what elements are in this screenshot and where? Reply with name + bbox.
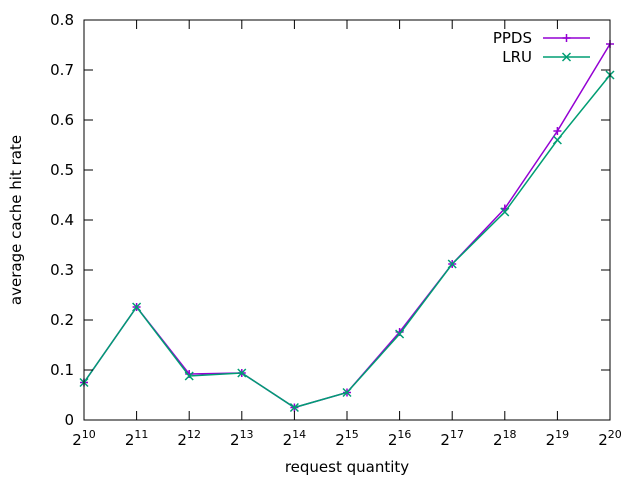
data-point-lru — [552, 135, 562, 145]
x-tick-label: 211 — [125, 428, 149, 449]
x-tick-exponent: 17 — [450, 428, 464, 441]
x-tick-label: 218 — [493, 428, 517, 449]
y-tick-label: 0.1 — [50, 361, 74, 379]
x-tick-label: 212 — [177, 428, 201, 449]
data-point-ppds — [553, 127, 562, 135]
x-tick-base: 2 — [388, 431, 398, 449]
x-tick-exponent: 18 — [503, 428, 517, 441]
x-tick-base: 2 — [546, 431, 556, 449]
x-tick-exponent: 19 — [555, 428, 569, 441]
data-point-lru — [342, 387, 352, 398]
x-tick-base: 2 — [230, 431, 240, 449]
x-tick-exponent: 20 — [608, 428, 622, 441]
x-tick-base: 2 — [440, 431, 450, 449]
series-lru — [79, 70, 615, 413]
data-point-lru — [184, 371, 194, 381]
y-tick-label: 0 — [64, 411, 74, 429]
data-point-lru — [289, 402, 299, 413]
x-tick-base: 2 — [493, 431, 503, 449]
plot-area-frame — [83, 19, 611, 421]
x-tick-label: 214 — [283, 428, 307, 449]
y-axis-label: average cache hit rate — [7, 135, 25, 305]
x-tick-base: 2 — [177, 431, 187, 449]
x-tick-exponent: 13 — [240, 428, 254, 441]
y-tick-label: 0.5 — [50, 161, 74, 179]
y-tick-label: 0.6 — [50, 111, 74, 129]
data-point-lru — [132, 302, 142, 312]
series-line-lru — [83, 74, 611, 409]
x-tick-label: 219 — [546, 428, 570, 449]
data-point-lru — [447, 259, 457, 269]
legend-marker-ppds — [562, 34, 571, 42]
x-tick-label: 220 — [598, 428, 622, 449]
data-point-lru — [500, 207, 510, 217]
y-tick-label: 0.3 — [50, 261, 74, 279]
x-tick-label: 216 — [388, 428, 412, 449]
legend-marker-lru — [561, 52, 572, 62]
x-tick-base: 2 — [598, 431, 608, 449]
y-tick-label: 0.2 — [50, 311, 74, 329]
x-tick-base: 2 — [335, 431, 345, 449]
y-tick-label: 0.7 — [50, 61, 74, 79]
x-tick-exponent: 11 — [134, 428, 148, 441]
x-tick-base: 2 — [125, 431, 135, 449]
data-point-lru — [395, 329, 405, 339]
x-tick-base: 2 — [72, 431, 82, 449]
y-tick-label: 0.4 — [50, 211, 74, 229]
legend-label-lru: LRU — [502, 48, 532, 66]
x-tick-exponent: 12 — [187, 428, 201, 441]
x-tick-base: 2 — [283, 431, 293, 449]
x-tick-label: 210 — [72, 428, 96, 449]
x-tick-exponent: 15 — [345, 428, 359, 441]
x-axis-label: request quantity — [285, 458, 409, 476]
series-ppds — [80, 40, 614, 412]
x-tick-exponent: 14 — [292, 428, 306, 441]
data-point-lru — [237, 368, 247, 378]
x-tick-label: 215 — [335, 428, 359, 449]
y-tick-label: 0.8 — [50, 11, 74, 29]
x-tick-label: 213 — [230, 428, 254, 449]
chart-marks — [79, 40, 615, 413]
x-tick-exponent: 16 — [397, 428, 411, 441]
series-line-ppds — [83, 43, 611, 409]
x-tick-label: 217 — [440, 428, 464, 449]
x-tick-exponent: 10 — [82, 428, 96, 441]
legend-label-ppds: PPDS — [493, 29, 532, 47]
